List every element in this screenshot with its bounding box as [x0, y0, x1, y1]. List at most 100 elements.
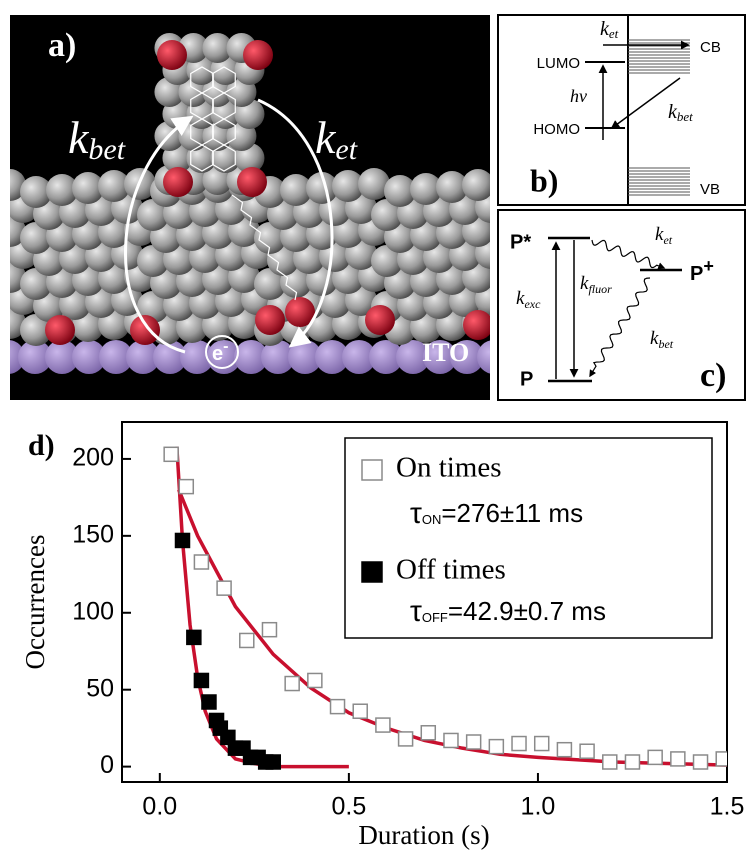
ito-sphere	[423, 340, 457, 374]
legend-label: Off times	[396, 554, 506, 586]
oxygen-sphere	[237, 167, 267, 197]
panel-label: c)	[700, 357, 726, 394]
data-point	[352, 703, 368, 719]
conduction-band	[628, 39, 690, 74]
ito-sphere	[45, 340, 79, 374]
data-point	[488, 738, 505, 755]
annotation-sub: OFF	[422, 610, 448, 625]
oxygen-sphere	[45, 315, 75, 345]
panel-b-frame	[497, 14, 746, 206]
rate-symbol: k	[516, 288, 525, 309]
oxygen-sphere	[130, 315, 160, 345]
oxygen-sphere	[463, 310, 490, 340]
y-axis-label: Occurrences	[20, 535, 50, 670]
data-point	[579, 743, 595, 759]
data-point	[465, 734, 482, 750]
oxygen-sphere	[285, 297, 315, 327]
y-tick-label: 50	[86, 674, 114, 702]
band-label: CB	[700, 39, 721, 56]
ito-sphere	[450, 340, 484, 374]
plot-frame	[121, 421, 728, 783]
electron-label: e-	[212, 338, 228, 365]
ito-sphere	[126, 340, 160, 374]
rate-symbol: k	[668, 101, 678, 123]
state-symbol: P	[690, 263, 703, 285]
atom-sphere	[371, 199, 403, 231]
atom-sphere	[72, 172, 104, 204]
legend-label: On times	[396, 452, 502, 484]
atom-sphere	[306, 172, 338, 204]
et-wavy-arrow	[591, 239, 666, 270]
data-point	[261, 621, 278, 638]
data-point	[375, 717, 391, 733]
atom-sphere	[46, 174, 78, 206]
electron-sup: -	[223, 338, 228, 355]
atom-sphere	[332, 170, 364, 202]
atom-sphere	[254, 268, 286, 300]
rate-symbol: k	[68, 112, 90, 163]
data-point	[715, 751, 727, 767]
valence-band	[628, 167, 690, 196]
ito-sphere	[234, 340, 268, 374]
excitation-label: hν	[570, 86, 587, 106]
data-point	[193, 672, 210, 689]
arrow-bet	[124, 115, 194, 354]
data-point	[186, 629, 202, 646]
data-point	[193, 554, 210, 570]
rate-label: kbet	[650, 328, 674, 350]
rate-label: kbet	[668, 101, 693, 124]
rate-label: kfluor	[580, 273, 612, 295]
oxygen-sphere	[243, 40, 273, 70]
ito-sphere	[99, 340, 133, 374]
rate-symbol: k	[600, 18, 610, 40]
annotation-text: =276±11 ms	[441, 498, 583, 528]
ito-sphere	[477, 340, 490, 374]
atom-sphere	[410, 173, 442, 205]
rate-sub: bet	[658, 337, 673, 351]
ito-sphere	[18, 340, 52, 374]
data-point	[556, 741, 573, 758]
atom-sphere	[436, 171, 468, 203]
panel-label: b)	[530, 162, 558, 198]
panel-a-overlay: a) kbet ket e- ITO	[48, 27, 469, 369]
panel-c: P* P+ P kexc kfluor ket kbet c)	[497, 209, 746, 401]
oxygen-sphere	[255, 305, 285, 335]
data-point	[692, 754, 709, 770]
data-point	[670, 751, 686, 767]
x-axis-label: Duration (s)	[358, 820, 489, 850]
state-label: P*	[510, 231, 531, 253]
rate-sub: et	[663, 233, 672, 247]
ito-sphere	[369, 340, 403, 374]
annotation-sub: ON	[422, 512, 442, 527]
rate-label: kexc	[516, 288, 541, 310]
y-tick-label: 100	[72, 597, 114, 625]
y-tick-label: 200	[72, 444, 114, 472]
annotation-text: =42.9±0.7 ms	[448, 596, 606, 626]
data-point	[329, 698, 346, 715]
ito-sphere	[207, 340, 241, 374]
state-label: P	[520, 368, 533, 390]
data-point	[511, 735, 527, 752]
panel-label: d)	[28, 429, 55, 462]
fit-annotation: τON=276±11 ms	[410, 497, 583, 530]
panel-c-frame	[497, 209, 746, 401]
rate-label: ket	[315, 112, 358, 166]
data-point	[647, 749, 663, 766]
annotation-symbol: τ	[410, 497, 422, 530]
data-point	[201, 694, 217, 710]
rate-sub: exc	[524, 297, 541, 311]
atom-sphere	[137, 199, 169, 231]
rate-sub: bet	[677, 109, 693, 124]
state-sup: +	[703, 256, 714, 276]
x-tick-label: 0.5	[331, 793, 366, 821]
atom-sphere	[371, 245, 403, 277]
data-point	[443, 732, 459, 749]
y-tick-label: 150	[72, 520, 114, 548]
fit-annotation: τOFF=42.9±0.7 ms	[410, 595, 606, 628]
rate-sub: et	[609, 26, 619, 41]
bet-wavy-arrow	[589, 277, 651, 378]
atom-sphere	[462, 169, 490, 201]
atom-sphere	[98, 170, 130, 202]
rate-sub: et	[335, 133, 357, 166]
